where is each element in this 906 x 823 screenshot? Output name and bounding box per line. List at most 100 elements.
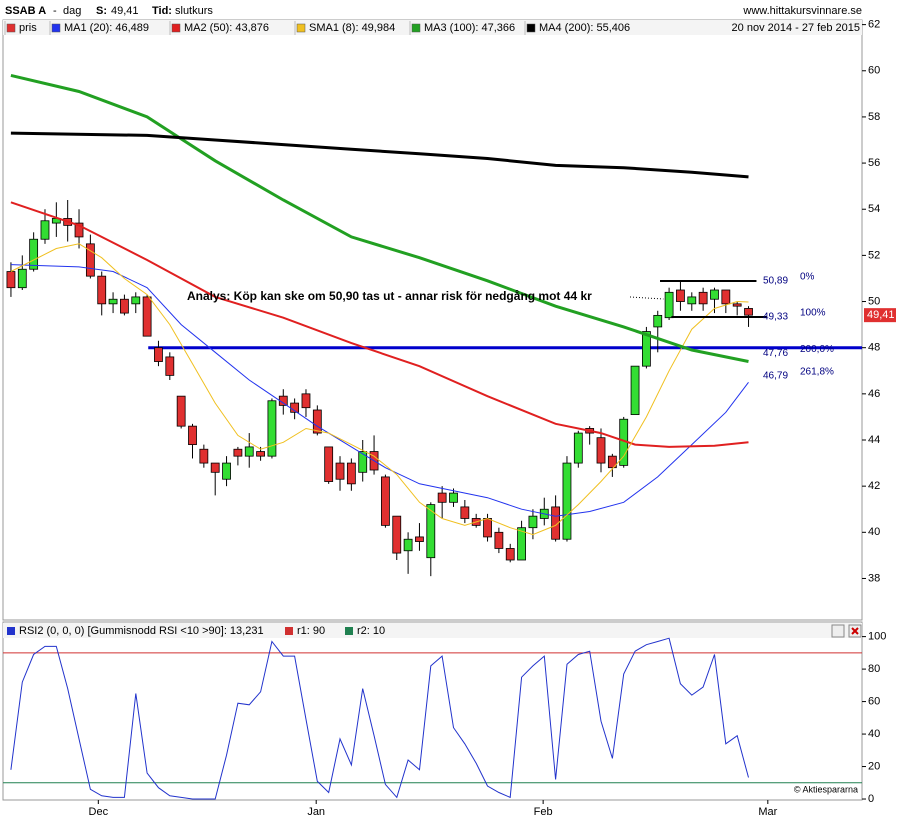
y-tick-label: 60 <box>868 65 880 77</box>
candle-body <box>233 448 243 457</box>
candle-body <box>573 432 583 464</box>
candle-body <box>528 515 538 529</box>
candle-body <box>301 393 311 409</box>
mode: slutkurs <box>175 5 213 17</box>
legend-label: MA3 (100): 47,366 <box>424 22 515 34</box>
candle-body <box>17 268 27 289</box>
panel-icons <box>831 624 862 638</box>
fib-value: 47,76 <box>763 348 788 359</box>
candle-body <box>29 238 39 270</box>
y-tick-label: 80 <box>868 663 880 675</box>
x-tick-label: Mar <box>758 806 777 818</box>
price-tag-label: 49,41 <box>867 309 895 321</box>
y-tick-label: 62 <box>868 19 880 31</box>
y-tick-label: 100 <box>868 631 886 643</box>
candle-body <box>120 298 129 314</box>
series-line <box>10 637 749 800</box>
legend-label: r2: 10 <box>357 625 385 637</box>
legend-swatch <box>526 23 536 33</box>
series-line <box>10 73 749 363</box>
y-tick-label: 58 <box>868 111 880 123</box>
candle-body <box>494 531 504 549</box>
candle-body <box>449 492 458 503</box>
candle-body <box>415 536 424 542</box>
fib-percent: 261,8% <box>800 366 834 377</box>
candle-body <box>142 296 152 337</box>
y-tick-label: 52 <box>868 249 880 261</box>
candle-body <box>6 271 16 289</box>
candle-body <box>381 476 390 526</box>
candle-body <box>346 462 356 485</box>
candle-body <box>312 409 322 434</box>
annotation-leader <box>629 296 664 300</box>
candle-body <box>744 308 753 316</box>
fib-percent: 100% <box>800 308 826 319</box>
legend-bar <box>3 623 862 638</box>
fib-value: 46,79 <box>763 370 788 381</box>
candle-body <box>335 462 345 480</box>
y-tick-label: 48 <box>868 342 880 354</box>
annotation: Analys: Köp kan ske om 50,90 tas ut - an… <box>187 289 592 303</box>
y-tick-label: 60 <box>868 695 880 707</box>
candle-body <box>698 291 708 305</box>
y-tick-label: 40 <box>868 526 880 538</box>
candle-body <box>505 548 515 561</box>
ticker: SSAB A <box>5 5 46 17</box>
candle-body <box>732 303 742 307</box>
legend-label: r1: 90 <box>297 625 325 637</box>
fib-percent: 200,0% <box>800 344 834 355</box>
fib-percent: 0% <box>800 272 815 283</box>
legend-label: SMA1 (8): 49,984 <box>309 22 395 34</box>
candle-body <box>403 538 413 552</box>
x-tick-label: Feb <box>534 806 553 818</box>
candle-body <box>630 365 640 416</box>
legend-swatch <box>171 23 181 33</box>
y-tick-label: 54 <box>868 203 880 215</box>
y-tick-label: 42 <box>868 480 880 492</box>
legend-swatch <box>51 23 61 33</box>
candle-body <box>358 451 368 473</box>
close-x <box>851 627 859 635</box>
candle-body <box>426 504 436 559</box>
candle-body <box>267 400 277 457</box>
fib-value: 49,33 <box>763 312 788 323</box>
last-label: S: <box>96 5 107 17</box>
zoom-icon[interactable] <box>831 624 845 638</box>
candle-body <box>392 515 402 554</box>
candle-body <box>721 289 731 305</box>
y-tick-label: 40 <box>868 728 880 740</box>
last: 49,41 <box>111 5 139 17</box>
candle-body <box>97 275 107 305</box>
candle-body <box>676 289 685 302</box>
candle-body <box>562 462 572 540</box>
legend-swatch <box>6 23 16 33</box>
candle-body <box>210 462 220 473</box>
candle-body <box>131 296 141 305</box>
candle-body <box>596 437 606 464</box>
period: dag <box>63 5 81 17</box>
candle-body <box>710 289 719 300</box>
x-tick-label: Dec <box>89 806 109 818</box>
site: www.hittakursvinnare.se <box>742 5 862 17</box>
candle-body <box>165 356 175 376</box>
candle-body <box>108 298 118 305</box>
series-line <box>10 201 749 448</box>
candle-body <box>517 527 526 561</box>
dash: - <box>53 5 57 17</box>
legend-swatch <box>296 23 306 33</box>
candle-body <box>244 446 254 457</box>
x-tick-label: Jan <box>307 806 325 818</box>
candle-body <box>664 291 674 319</box>
legend-swatch <box>411 23 421 33</box>
legend-bar <box>3 20 862 35</box>
y-tick-label: 20 <box>868 760 880 772</box>
candle-body <box>176 395 186 427</box>
date-range: 20 nov 2014 - 27 feb 2015 <box>732 22 860 34</box>
y-tick-label: 44 <box>868 434 880 446</box>
candle-body <box>687 296 697 305</box>
candle-body <box>199 448 209 464</box>
candle-body <box>188 425 197 446</box>
candle-body <box>607 455 617 469</box>
